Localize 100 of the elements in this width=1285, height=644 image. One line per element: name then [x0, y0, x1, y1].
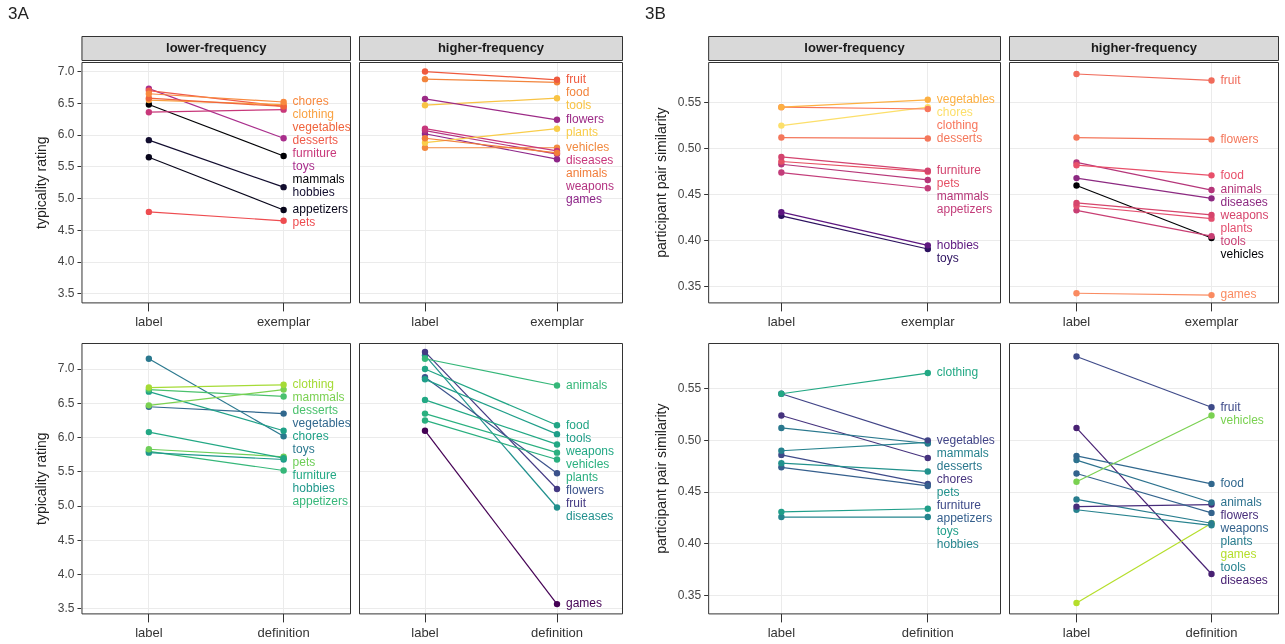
y-axis-title: typicality rating [33, 432, 50, 525]
series-label: chores [292, 429, 329, 444]
series-label: plants [566, 469, 599, 484]
series-label: clothing [292, 377, 334, 392]
text: 3B [645, 4, 666, 24]
series-label: vehicles [1220, 247, 1264, 262]
x-tick-label: exemplar [901, 313, 956, 329]
series-label: chores [936, 105, 973, 120]
y-tick-label: 0.45 [677, 186, 702, 201]
series-label: pets [292, 215, 316, 230]
chart-title: lower-frequency [166, 39, 268, 55]
x-tick-label: exemplar [530, 313, 585, 329]
x-tick-label: definition [901, 624, 954, 640]
series-label: vegetables [292, 120, 351, 135]
y-tick-label: 4.5 [57, 532, 75, 547]
series-label: vehicles [566, 140, 610, 155]
series-label: appetizers [292, 202, 348, 217]
y-tick-label: 6.5 [57, 395, 75, 410]
text: 3A [8, 4, 29, 24]
series-label: mammals [292, 172, 345, 187]
x-tick-label: definition [1185, 624, 1238, 640]
x-tick-label: label [1062, 624, 1091, 640]
y-axis-title: participant pair similarity [653, 403, 670, 554]
series-label: vegetables [292, 416, 351, 431]
y-tick-label: 4.5 [57, 222, 75, 237]
series-label: diseases [1220, 195, 1268, 210]
series-label: mammals [936, 445, 989, 460]
series-label: fruit [566, 72, 587, 87]
y-tick-label: 6.0 [57, 429, 75, 444]
series-label: furniture [936, 163, 982, 178]
series-label: flowers [1220, 131, 1259, 146]
text: desserts [292, 133, 338, 148]
text: games [566, 192, 603, 207]
y-tick-label: 7.0 [57, 361, 75, 376]
y-tick-label: 3.5 [57, 286, 75, 301]
x-tick-label: label [1062, 313, 1091, 329]
series-label: vegetables [936, 432, 995, 447]
y-tick-label: 0.35 [677, 279, 702, 294]
x-tick-label: exemplar [1184, 313, 1239, 329]
series-label: toys [936, 250, 959, 265]
series-label: animals [566, 166, 608, 181]
series-label: games [566, 596, 603, 611]
series-label: plants [1220, 221, 1253, 236]
series-label: hobbies [936, 536, 979, 551]
series-label: food [1220, 476, 1244, 491]
series-label: pets [936, 176, 960, 191]
series-label: flowers [566, 482, 605, 497]
series-label: games [1220, 287, 1257, 302]
series-label: vehicles [1220, 412, 1264, 427]
series-label: vegetables [936, 92, 995, 107]
series-label: clothing [292, 107, 334, 122]
y-tick-label: 0.55 [677, 94, 702, 109]
series-label: tools [566, 430, 592, 445]
y-tick-label: 6.0 [57, 127, 75, 142]
series-label: mammals [292, 390, 345, 405]
series-label: toys [292, 159, 315, 174]
series-label: fruit [1220, 72, 1242, 87]
y-tick-label: 7.0 [57, 63, 75, 78]
series-label: diseases [566, 153, 614, 168]
y-tick-label: 5.5 [57, 159, 75, 174]
series-label: weapons [565, 443, 615, 458]
y-tick-label: 0.35 [677, 588, 702, 603]
y-axis-title: participant pair similarity [653, 107, 670, 258]
x-tick-label: exemplar [256, 313, 312, 329]
text: furniture [292, 146, 337, 161]
series-label: food [566, 85, 590, 100]
x-tick-label: label [135, 313, 163, 329]
series-label: food [566, 417, 590, 432]
series-label: diseases [566, 508, 614, 523]
x-tick-label: label [767, 313, 796, 329]
series-label: appetizers [292, 494, 348, 509]
series-label: furniture [292, 468, 337, 483]
x-tick-label: definition [530, 624, 584, 640]
series-label: hobbies [292, 185, 335, 200]
series-label: fruit [566, 495, 587, 510]
y-tick-label: 0.40 [677, 233, 702, 248]
series-label: weapons [1219, 208, 1269, 223]
y-tick-label: 0.50 [677, 140, 702, 155]
series-label: desserts [292, 403, 338, 418]
series-label: clothing [936, 365, 979, 380]
series-label: animals [1220, 494, 1262, 509]
chart-title: higher-frequency [1090, 39, 1198, 55]
series-label: appetizers [936, 202, 993, 217]
series-label: pets [936, 484, 960, 499]
y-tick-label: 5.0 [57, 498, 75, 513]
series-label: hobbies [292, 481, 335, 496]
y-tick-label: 4.0 [57, 566, 75, 581]
series-label: chores [292, 94, 329, 109]
chart-title: lower-frequency [804, 39, 906, 55]
chart-title: higher-frequency [437, 39, 545, 55]
series-label: diseases [1220, 572, 1268, 587]
series-label: fruit [1220, 399, 1242, 414]
x-tick-label: label [135, 624, 163, 640]
y-tick-label: 5.5 [57, 464, 75, 479]
series-label: flowers [566, 112, 605, 127]
x-tick-label: label [411, 624, 439, 640]
series-label: weapons [1219, 520, 1269, 535]
y-axis-title: typicality rating [33, 136, 50, 229]
x-tick-label: label [411, 313, 439, 329]
y-tick-label: 0.50 [677, 432, 702, 447]
